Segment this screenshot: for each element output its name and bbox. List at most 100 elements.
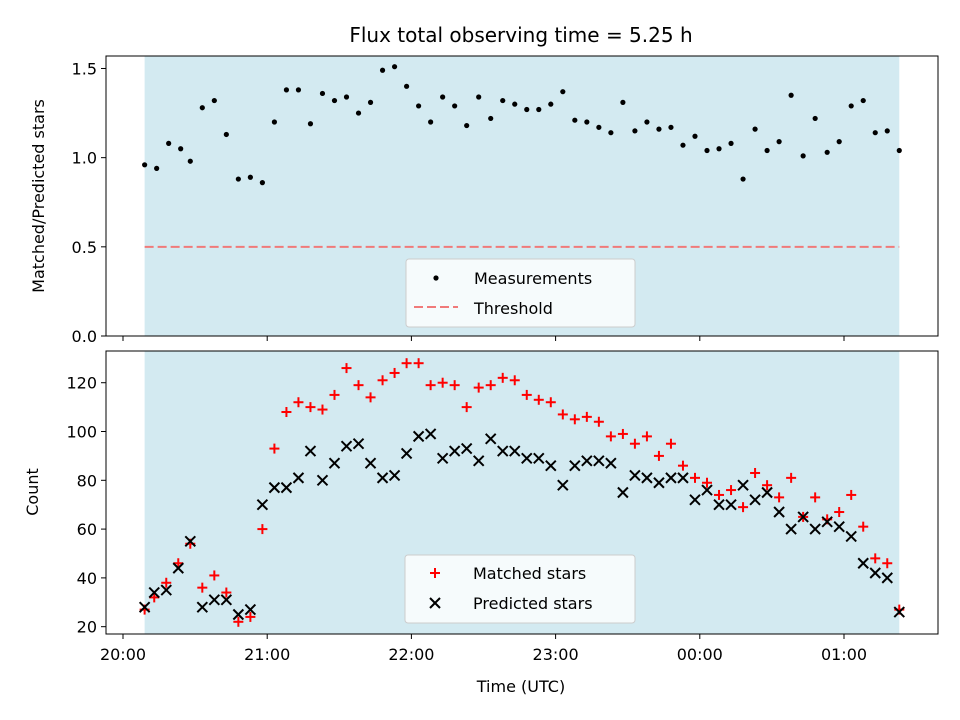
matched-star-point xyxy=(509,375,520,386)
predicted-star-point xyxy=(713,498,725,511)
matched-star-point xyxy=(702,477,713,488)
matched-star-point xyxy=(173,558,184,569)
chart-title: Flux total observing time = 5.25 h xyxy=(349,23,692,47)
matched-star-point xyxy=(689,472,700,483)
measurement-point xyxy=(752,126,758,132)
measurement-point xyxy=(488,115,494,122)
predicted-star-point xyxy=(821,516,833,528)
bottom-legend: Matched stars Predicted stars xyxy=(404,554,636,624)
measurement-point xyxy=(199,105,205,111)
legend-predicted-marker xyxy=(429,597,441,609)
measurement-point xyxy=(355,110,362,116)
measurement-point xyxy=(331,97,338,104)
measurement-point xyxy=(548,101,554,107)
bottom-legend-box xyxy=(404,554,636,624)
predicted-star-point xyxy=(545,459,557,472)
predicted-star-point xyxy=(749,494,761,506)
matched-star-point xyxy=(714,489,725,500)
x-axis-label: Time (UTC) xyxy=(476,677,565,696)
top-y-axis-label: Matched/Predicted stars xyxy=(29,99,48,293)
predicted-star-point xyxy=(761,486,773,499)
measurement-point xyxy=(584,119,590,125)
measurement-point xyxy=(440,94,446,100)
predicted-star-point xyxy=(196,601,209,613)
top-y-tick-label: 0.0 xyxy=(72,327,97,346)
measurement-point xyxy=(166,140,172,146)
measurement-point xyxy=(428,119,434,125)
measurement-point xyxy=(848,103,854,109)
measurement-point xyxy=(142,162,148,168)
matched-star-point xyxy=(341,363,352,374)
legend-threshold-label: Threshold xyxy=(473,299,553,318)
bottom-axes-frame xyxy=(105,350,939,635)
predicted-star-point xyxy=(340,440,353,452)
measurement-point xyxy=(812,115,818,122)
legend-matched-marker xyxy=(430,568,440,578)
predicted-star-point xyxy=(497,445,509,457)
measurement-point xyxy=(884,128,890,134)
matched-star-point xyxy=(665,438,676,449)
predicted-star-point xyxy=(737,479,749,491)
legend-measurements-label: Measurements xyxy=(474,269,592,288)
matched-star-point xyxy=(726,485,737,496)
measurement-point xyxy=(271,119,278,125)
matched-star-point xyxy=(221,587,232,598)
predicted-star-point xyxy=(184,535,197,548)
measurement-point xyxy=(860,97,866,104)
bottom-y-tick-label: 60 xyxy=(77,520,97,539)
matched-star-point xyxy=(641,431,652,442)
matched-star-point xyxy=(449,380,460,391)
matched-star-point xyxy=(677,460,688,471)
matched-star-point xyxy=(461,402,472,413)
top-x-axis-ticks xyxy=(122,336,845,341)
predicted-star-point xyxy=(881,572,893,584)
measurement-point xyxy=(464,122,470,129)
measurement-point xyxy=(223,131,229,138)
measurement-point xyxy=(379,67,386,73)
matched-star-point xyxy=(762,480,773,491)
top-y-tick-label: 1.5 xyxy=(72,59,97,78)
top-axes-frame xyxy=(105,55,939,337)
predicted-star-point xyxy=(316,474,329,487)
matched-star-point xyxy=(473,382,484,393)
matched-star-point xyxy=(858,521,869,532)
top-legend: Measurements Threshold xyxy=(405,258,636,328)
measurement-point xyxy=(500,97,506,104)
predicted-star-point xyxy=(232,608,245,621)
matched-star-point xyxy=(738,502,749,513)
bottom-x-axis-ticks: 20:00 21:00 22:00 23:00 00:00 01:00 xyxy=(100,634,867,664)
matched-star-point xyxy=(617,428,628,439)
matched-star-point xyxy=(389,367,400,378)
matched-star-point xyxy=(293,397,304,408)
matched-star-point xyxy=(846,489,857,500)
matched-star-point xyxy=(557,409,568,420)
predicted-star-point xyxy=(653,477,665,489)
bottom-x-tick-label: 00:00 xyxy=(677,645,723,664)
measurement-point xyxy=(776,139,782,145)
measurement-point xyxy=(620,99,626,105)
top-y-tick-label: 1.0 xyxy=(72,149,97,168)
bottom-x-tick-label: 22:00 xyxy=(388,645,434,664)
bottom-y-axis-label: Count xyxy=(23,468,42,516)
measurement-point xyxy=(154,165,160,171)
matched-star-point xyxy=(605,431,616,442)
predicted-star-point xyxy=(533,452,545,465)
top-y-axis-ticks: 0.0 0.5 1.0 1.5 xyxy=(72,59,106,346)
bottom-x-tick-label: 21:00 xyxy=(244,645,290,664)
measurement-point xyxy=(608,130,614,136)
predicted-star-point xyxy=(773,506,785,518)
predicted-star-point xyxy=(485,433,497,445)
measurement-point xyxy=(692,133,698,139)
matched-star-point xyxy=(497,372,508,383)
matched-star-point xyxy=(413,358,424,369)
predicted-star-point xyxy=(557,479,569,491)
matched-star-point xyxy=(353,380,364,391)
predicted-star-point xyxy=(605,457,617,469)
matched-star-point xyxy=(810,492,821,503)
predicted-star-point xyxy=(869,567,881,579)
predicted-star-point xyxy=(244,603,257,616)
matched-star-point xyxy=(245,611,256,622)
legend-predicted-label: Predicted stars xyxy=(473,594,593,613)
predicted-star-point xyxy=(641,472,653,484)
